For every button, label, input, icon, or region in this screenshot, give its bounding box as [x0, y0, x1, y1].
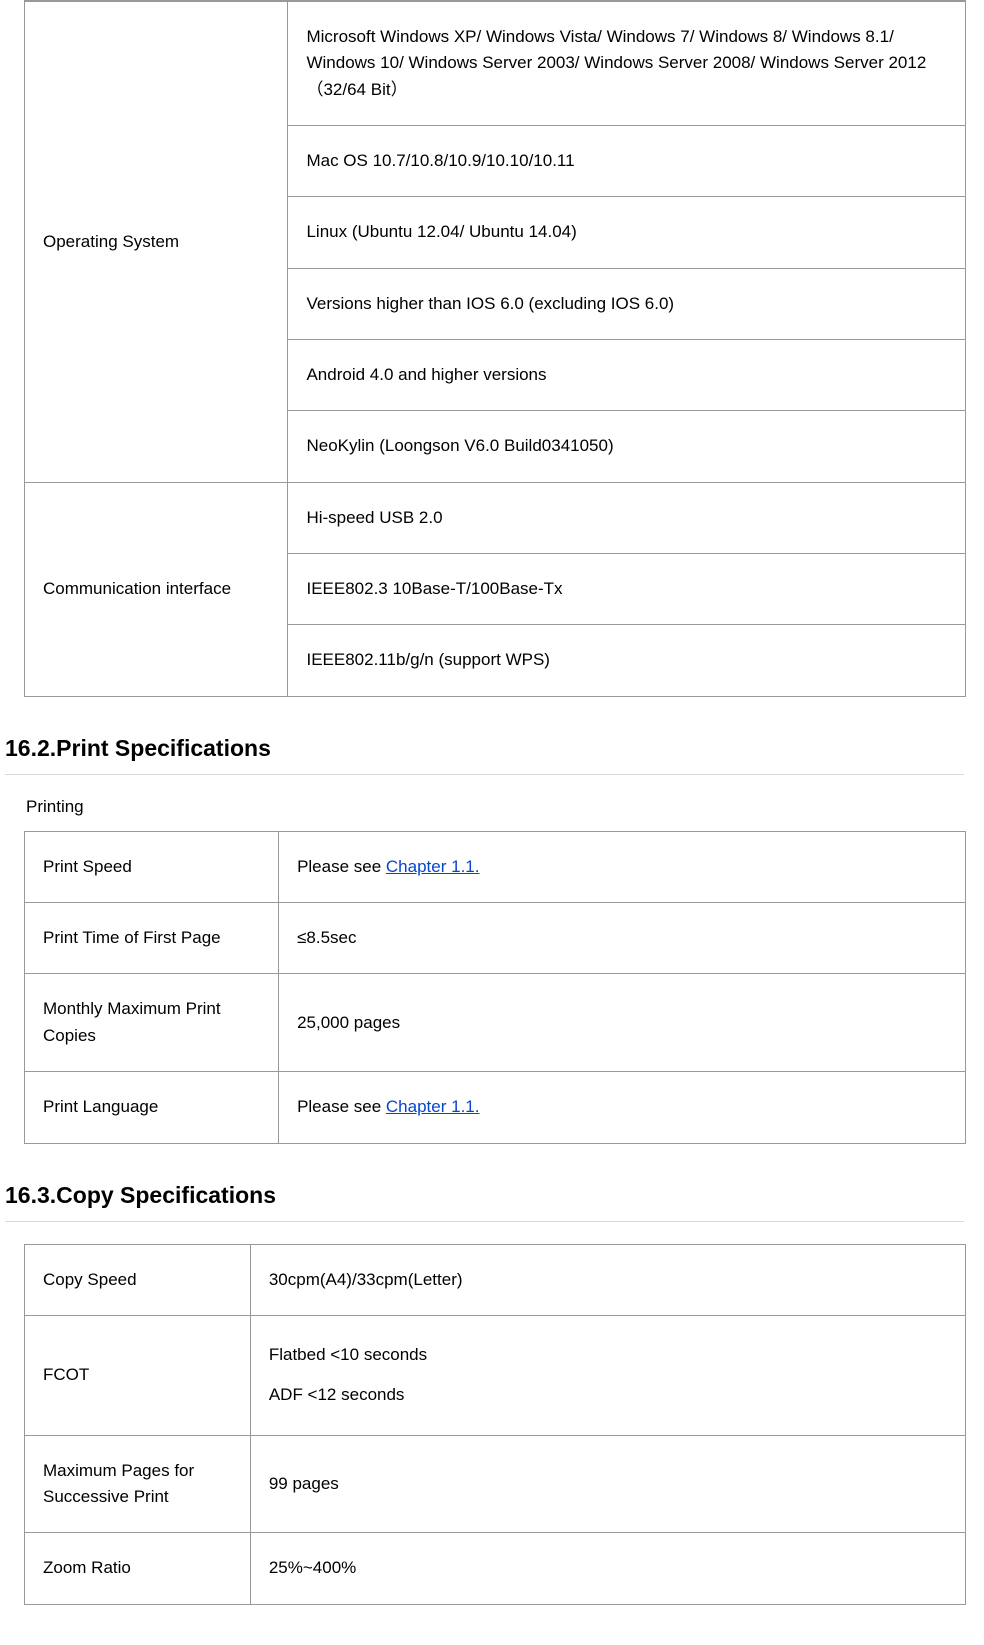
table-row: Print Time of First Page ≤8.5sec [25, 903, 966, 974]
table-row: Operating System Microsoft Windows XP/ W… [25, 2, 966, 126]
table-row: Communication interface Hi-speed USB 2.0 [25, 482, 966, 553]
table-row: Monthly Maximum Print Copies 25,000 page… [25, 974, 966, 1072]
chapter-link[interactable]: Chapter 1.1. [386, 1097, 480, 1116]
print-speed-prefix: Please see [297, 857, 386, 876]
comm-interface-label: Communication interface [25, 482, 288, 696]
os-value-neokylin: NeoKylin (Loongson V6.0 Build0341050) [288, 411, 966, 482]
os-value-linux: Linux (Ubuntu 12.04/ Ubuntu 14.04) [288, 197, 966, 268]
zoom-ratio-value: 25%~400% [250, 1533, 965, 1604]
monthly-max-copies-value: 25,000 pages [279, 974, 966, 1072]
first-page-time-value: ≤8.5sec [279, 903, 966, 974]
zoom-ratio-label: Zoom Ratio [25, 1533, 251, 1604]
chapter-link[interactable]: Chapter 1.1. [386, 857, 480, 876]
table-row: Print Speed Please see Chapter 1.1. [25, 831, 966, 902]
print-speed-label: Print Speed [25, 831, 279, 902]
os-value-ios: Versions higher than IOS 6.0 (excluding … [288, 268, 966, 339]
os-value-windows: Microsoft Windows XP/ Windows Vista/ Win… [288, 2, 966, 126]
max-successive-pages-label: Maximum Pages for Successive Print [25, 1435, 251, 1533]
spec-table-general: Operating System Microsoft Windows XP/ W… [24, 0, 966, 697]
spec-table-copy: Copy Speed 30cpm(A4)/33cpm(Letter) FCOT … [24, 1244, 966, 1605]
comm-interface-ethernet: IEEE802.3 10Base-T/100Base-Tx [288, 554, 966, 625]
fcot-label: FCOT [25, 1315, 251, 1435]
section-divider [5, 1221, 964, 1222]
comm-interface-usb: Hi-speed USB 2.0 [288, 482, 966, 553]
copy-speed-label: Copy Speed [25, 1244, 251, 1315]
os-value-android: Android 4.0 and higher versions [288, 340, 966, 411]
section-heading-print-specs: 16.2.Print Specifications [5, 735, 964, 762]
monthly-max-copies-label: Monthly Maximum Print Copies [25, 974, 279, 1072]
os-value-mac: Mac OS 10.7/10.8/10.9/10.10/10.11 [288, 126, 966, 197]
print-language-label: Print Language [25, 1072, 279, 1143]
table-row: Zoom Ratio 25%~400% [25, 1533, 966, 1604]
table-row: Copy Speed 30cpm(A4)/33cpm(Letter) [25, 1244, 966, 1315]
fcot-value: Flatbed <10 seconds ADF <12 seconds [250, 1315, 965, 1435]
section-subtitle-printing: Printing [26, 797, 964, 817]
first-page-time-label: Print Time of First Page [25, 903, 279, 974]
table-row: FCOT Flatbed <10 seconds ADF <12 seconds [25, 1315, 966, 1435]
spec-table-print: Print Speed Please see Chapter 1.1. Prin… [24, 831, 966, 1144]
table-row: Maximum Pages for Successive Print 99 pa… [25, 1435, 966, 1533]
print-language-prefix: Please see [297, 1097, 386, 1116]
fcot-adf: ADF <12 seconds [269, 1382, 947, 1408]
table-row: Print Language Please see Chapter 1.1. [25, 1072, 966, 1143]
print-language-value: Please see Chapter 1.1. [279, 1072, 966, 1143]
max-successive-pages-value: 99 pages [250, 1435, 965, 1533]
comm-interface-wifi: IEEE802.11b/g/n (support WPS) [288, 625, 966, 696]
print-speed-value: Please see Chapter 1.1. [279, 831, 966, 902]
os-label: Operating System [25, 2, 288, 483]
section-heading-copy-specs: 16.3.Copy Specifications [5, 1182, 964, 1209]
fcot-flatbed: Flatbed <10 seconds [269, 1342, 947, 1368]
section-divider [5, 774, 964, 775]
copy-speed-value: 30cpm(A4)/33cpm(Letter) [250, 1244, 965, 1315]
